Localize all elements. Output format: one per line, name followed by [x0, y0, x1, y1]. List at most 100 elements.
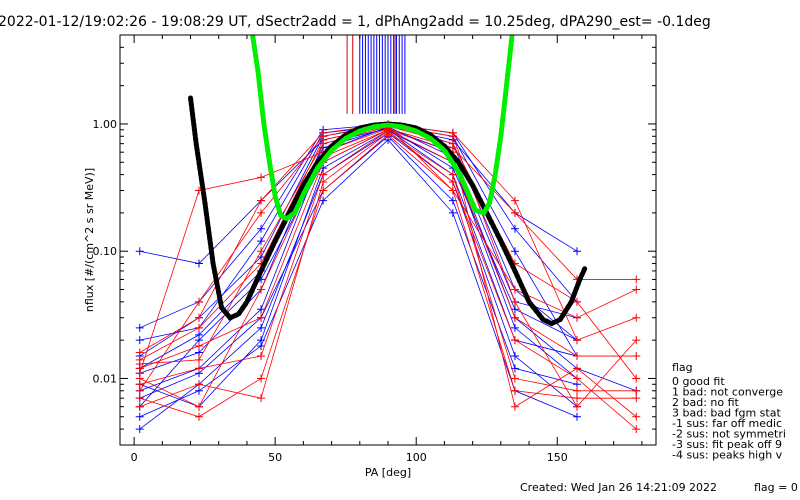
- data-point: [319, 135, 328, 144]
- data-point: [632, 374, 641, 383]
- data-point: [573, 394, 582, 403]
- data-point: [632, 285, 641, 294]
- data-point: [448, 128, 457, 137]
- data-point: [194, 330, 203, 339]
- x-tick-label: 50: [268, 451, 282, 464]
- data-point: [257, 196, 266, 205]
- y-tick-label: 1.00: [93, 118, 118, 131]
- legend-entry: -1 sus: far off medic: [672, 417, 782, 430]
- data-point: [257, 285, 266, 294]
- data-point: [573, 402, 582, 411]
- data-point: [632, 425, 641, 434]
- data-point: [510, 374, 519, 383]
- data-point: [257, 224, 266, 233]
- data-point: [573, 364, 582, 373]
- data-point: [510, 285, 519, 294]
- y-tick-label: 0.10: [93, 245, 118, 258]
- legend-entry: 0 good fit: [672, 375, 725, 388]
- data-point: [257, 394, 266, 403]
- data-point: [632, 336, 641, 345]
- data-point: [257, 341, 266, 350]
- data-point: [194, 313, 203, 322]
- data-point: [194, 323, 203, 332]
- data-point: [135, 412, 144, 421]
- data-point: [135, 355, 144, 364]
- data-point: [135, 247, 144, 256]
- chart-title: 2022-01-12/19:02:26 - 19:08:29 UT, dSect…: [0, 14, 711, 30]
- data-point: [573, 412, 582, 421]
- series-line: [139, 125, 637, 379]
- legend-entry: 2 bad: no fit: [672, 396, 740, 409]
- legend-title: flag: [672, 361, 693, 374]
- data-point: [194, 297, 203, 306]
- data-point: [319, 186, 328, 195]
- data-point: [632, 352, 641, 361]
- data-point: [510, 224, 519, 233]
- series-line: [139, 126, 637, 365]
- data-point: [384, 130, 392, 139]
- series-line: [139, 130, 578, 408]
- data-point: [510, 208, 519, 217]
- data-point: [510, 336, 519, 345]
- x-tick-label: 150: [547, 451, 568, 464]
- legend-entry: -3 sus: fit peak off 9: [672, 438, 782, 451]
- data-point: [632, 313, 641, 322]
- data-point: [319, 170, 328, 179]
- data-point: [448, 208, 457, 217]
- data-point: [135, 364, 144, 373]
- data-point: [510, 247, 519, 256]
- data-point: [194, 380, 203, 389]
- legend: flag 0 good fit 1 bad: not converge 2 ba…: [672, 361, 786, 462]
- data-point: [135, 402, 144, 411]
- data-point: [135, 336, 144, 345]
- data-point: [510, 313, 519, 322]
- legend-entry: 3 bad: bad fgm stat: [672, 407, 781, 420]
- y-tick-label: 0.01: [93, 372, 118, 385]
- data-point: [510, 297, 519, 306]
- data-point: [257, 313, 266, 322]
- flag-status: flag = 0: [754, 481, 798, 494]
- series-line: [139, 132, 578, 430]
- data-point: [257, 352, 266, 361]
- created-timestamp: Created: Wed Jan 26 14:21:09 2022: [520, 481, 718, 494]
- data-point: [194, 355, 203, 364]
- data-point: [257, 374, 266, 383]
- data-point: [319, 128, 328, 137]
- data-point: [135, 348, 144, 357]
- data-point: [573, 313, 582, 322]
- data-point: [510, 305, 519, 314]
- data-point: [257, 323, 266, 332]
- data-point: [510, 323, 519, 332]
- data-point: [257, 305, 266, 314]
- data-point: [510, 402, 519, 411]
- data-point: [257, 247, 266, 256]
- data-point: [632, 412, 641, 421]
- data-point: [194, 412, 203, 421]
- series-line: [139, 123, 578, 329]
- x-tick-label: 100: [406, 451, 427, 464]
- legend-entry: -4 sus: peaks high v: [672, 449, 783, 462]
- data-point: [257, 237, 266, 246]
- data-point: [319, 196, 328, 205]
- legend-entry: -2 sus: not symmetri: [672, 428, 786, 441]
- data-point: [448, 196, 457, 205]
- data-point: [448, 177, 457, 186]
- data-point: [448, 186, 457, 195]
- data-point: [573, 336, 582, 345]
- data-point: [573, 386, 582, 395]
- series-line: [139, 139, 578, 418]
- data-point: [573, 247, 582, 256]
- data-point: [632, 394, 641, 403]
- data-point: [632, 275, 641, 284]
- data-point: [510, 196, 519, 205]
- data-point: [135, 323, 144, 332]
- data-point: [448, 170, 457, 179]
- data-point: [135, 425, 144, 434]
- data-point: [257, 173, 266, 182]
- series-line: [139, 127, 578, 369]
- data-point: [573, 297, 582, 306]
- data-point: [135, 380, 144, 389]
- data-point: [448, 139, 457, 148]
- legend-entry: 1 bad: not converge: [672, 386, 783, 399]
- x-axis-label: PA [deg]: [365, 466, 411, 479]
